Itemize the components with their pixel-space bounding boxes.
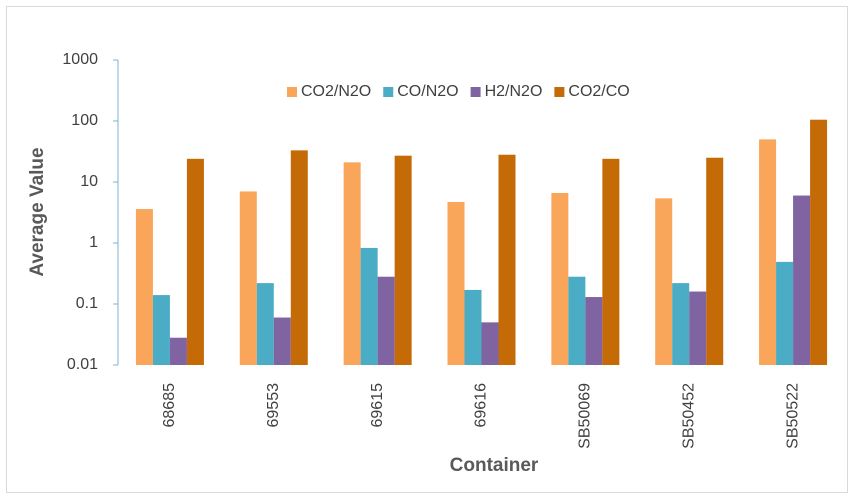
bar — [152, 295, 170, 365]
bar — [239, 191, 257, 365]
bar — [394, 155, 412, 365]
bar — [810, 119, 828, 365]
x-tick-label: SB50522 — [784, 383, 801, 449]
x-tick-label: 69615 — [369, 383, 386, 428]
x-tick-label: 69553 — [265, 383, 282, 428]
legend-label: CO2/CO — [568, 83, 629, 100]
bar — [602, 158, 620, 365]
bar — [568, 276, 586, 365]
y-tick-label: 1 — [89, 234, 98, 251]
bar — [776, 261, 794, 365]
y-tick-label: 0.01 — [67, 356, 98, 373]
bar — [360, 247, 378, 365]
y-tick-label: 1000 — [62, 51, 98, 68]
bar — [447, 202, 465, 365]
legend-label: H2/N2O — [485, 83, 543, 100]
legend-label: CO/N2O — [397, 83, 458, 100]
bar — [498, 154, 516, 365]
bar — [343, 162, 361, 365]
bar — [290, 150, 308, 365]
bar — [585, 297, 603, 365]
legend-label: CO2/N2O — [301, 83, 371, 100]
bar — [689, 291, 707, 365]
bar — [186, 158, 204, 365]
bar — [793, 195, 811, 365]
bar — [256, 283, 274, 365]
bar — [672, 283, 690, 365]
bar — [464, 289, 482, 365]
bar — [481, 322, 499, 365]
legend-swatch — [554, 87, 565, 97]
bar — [706, 157, 724, 365]
bar — [273, 317, 291, 365]
y-tick-label: 100 — [71, 112, 98, 129]
legend-swatch — [383, 87, 394, 97]
bar — [759, 139, 777, 365]
x-tick-label: SB50069 — [577, 383, 594, 449]
bar — [377, 276, 395, 365]
bar — [135, 209, 153, 365]
x-tick-label: SB50452 — [680, 383, 697, 449]
bar — [169, 337, 187, 365]
legend-swatch — [470, 87, 481, 97]
x-tick-label: 68685 — [161, 383, 178, 428]
y-tick-label: 0.1 — [76, 295, 98, 312]
y-axis-title: Average Value — [27, 147, 48, 276]
legend-swatch — [287, 87, 297, 97]
y-tick-label: 10 — [80, 173, 98, 190]
x-axis-title: Container — [450, 455, 539, 476]
bar — [551, 193, 569, 365]
bar — [655, 198, 673, 365]
x-tick-label: 69616 — [473, 383, 490, 428]
